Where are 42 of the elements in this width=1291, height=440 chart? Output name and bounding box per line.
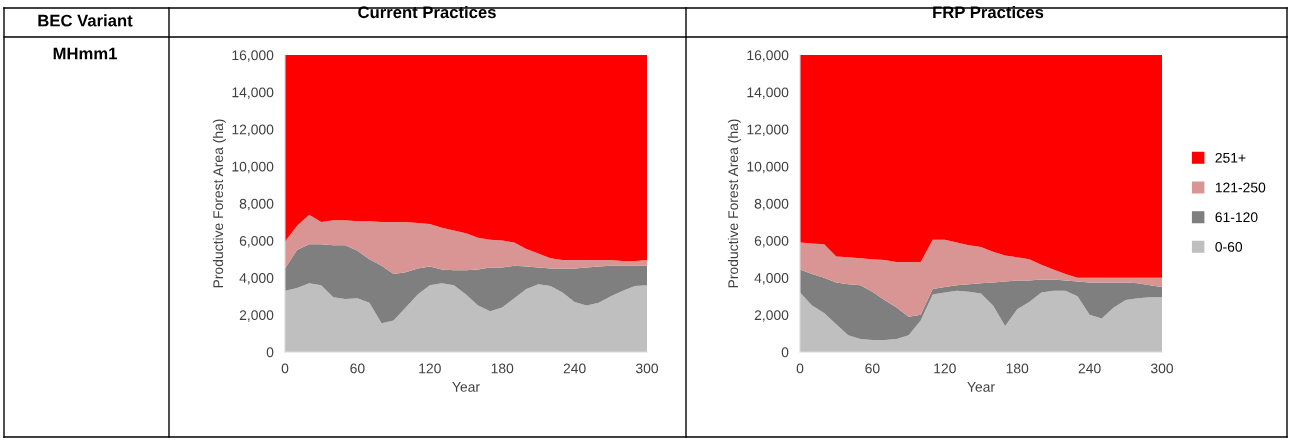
- x-tick-label: 120: [934, 363, 956, 374]
- x-tick-label: 0: [281, 363, 289, 374]
- y-tick-label: 2,000: [754, 310, 789, 322]
- y-tick-label: 16,000: [747, 50, 789, 62]
- x-tick-label: 60: [865, 363, 880, 374]
- y-tick-label: 6,000: [754, 235, 789, 248]
- y-tick-label: 12,000: [232, 124, 274, 137]
- y-tick-label: 2,000: [239, 310, 274, 322]
- chart-title: Current Practices: [358, 5, 496, 19]
- y-tick-label: 10,000: [747, 161, 789, 174]
- x-tick-label: 180: [1006, 363, 1029, 374]
- y-tick-label: 12,000: [747, 124, 789, 137]
- y-axis-title: Productive Forest Area (ha): [727, 119, 741, 288]
- x-axis-title: Year: [967, 382, 995, 392]
- legend-label: 251+: [1215, 152, 1246, 163]
- y-tick-label: 6,000: [239, 235, 274, 248]
- legend-label: 121-250: [1215, 182, 1266, 193]
- y-tick-label: 10,000: [232, 161, 274, 174]
- y-tick-label: 8,000: [239, 198, 274, 211]
- y-axis-title: Productive Forest Area (ha): [212, 119, 226, 288]
- y-tick-label: 4,000: [754, 273, 789, 285]
- x-tick-label: 240: [563, 363, 586, 374]
- x-tick-label: 0: [796, 363, 804, 374]
- x-tick-label: 300: [635, 363, 659, 374]
- text: BEC Variant: [38, 14, 133, 27]
- y-tick-label: 14,000: [232, 87, 274, 99]
- y-tick-label: 14,000: [747, 87, 789, 99]
- y-tick-label: 0: [266, 347, 274, 358]
- x-tick-label: 240: [1078, 363, 1101, 374]
- x-tick-label: 60: [350, 363, 365, 374]
- x-tick-label: 180: [491, 363, 514, 374]
- legend-label: 61-120: [1215, 212, 1258, 223]
- legend-label: 0-60: [1215, 241, 1243, 252]
- x-axis-title: Year: [452, 382, 480, 392]
- y-tick-label: 8,000: [754, 198, 789, 211]
- y-tick-label: 16,000: [232, 50, 274, 62]
- text: MHmm1: [53, 47, 117, 60]
- chart-title: FRP Practices: [933, 5, 1044, 19]
- y-tick-label: 4,000: [239, 273, 274, 285]
- x-tick-label: 300: [1150, 363, 1174, 374]
- x-tick-label: 120: [419, 363, 441, 374]
- y-tick-label: 0: [781, 347, 789, 358]
